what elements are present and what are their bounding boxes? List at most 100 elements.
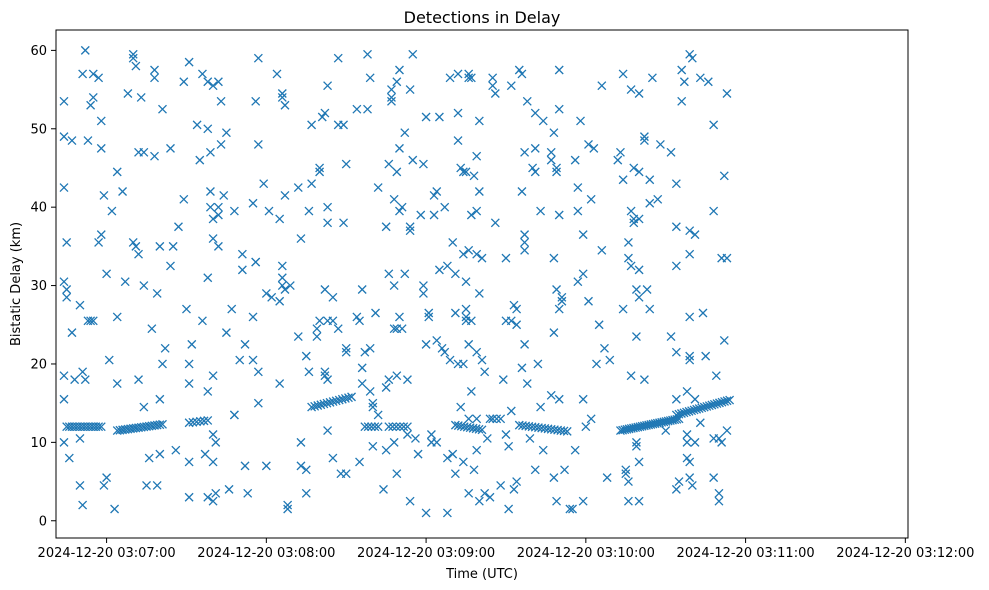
scatter-marker xyxy=(573,277,583,287)
scatter-marker xyxy=(682,386,692,396)
scatter-marker xyxy=(472,151,482,161)
scatter-marker xyxy=(174,222,183,232)
scatter-marker xyxy=(456,163,466,173)
scatter-marker xyxy=(634,89,644,98)
scatter-marker xyxy=(464,339,474,349)
scatter-marker xyxy=(634,265,644,275)
scatter-marker xyxy=(501,430,511,439)
scatter-marker xyxy=(674,477,684,487)
scatter-marker xyxy=(722,253,732,263)
scatter-marker xyxy=(205,147,215,157)
scatter-marker xyxy=(442,508,452,518)
scatter-marker xyxy=(96,116,106,126)
scatter-marker xyxy=(512,320,522,330)
scatter-marker xyxy=(243,488,253,498)
scatter-marker xyxy=(158,104,167,114)
scatter-marker xyxy=(496,414,506,424)
y-axis: 0 10 20 30 40 50 60 xyxy=(30,44,56,529)
scatter-marker xyxy=(301,488,311,498)
scatter-marker xyxy=(711,371,721,381)
scatter-marker xyxy=(631,285,641,294)
scatter-marker xyxy=(213,210,223,220)
scatter-marker xyxy=(408,49,418,59)
scatter-marker xyxy=(136,92,146,102)
scatter-marker xyxy=(293,332,303,341)
scatter-marker xyxy=(320,108,330,118)
scatter-marker xyxy=(355,457,364,467)
scatter-marker xyxy=(496,481,506,490)
scatter-marker xyxy=(264,206,274,216)
scatter-marker xyxy=(450,469,460,479)
scatter-marker xyxy=(131,61,141,71)
scatter-marker xyxy=(504,441,514,451)
scatter-marker xyxy=(698,308,708,318)
scatter-marker xyxy=(134,249,143,259)
scatter-marker xyxy=(432,437,442,447)
scatter-marker xyxy=(605,355,615,365)
scatter-marker xyxy=(261,288,271,298)
plot-frame xyxy=(55,29,909,539)
scatter-marker xyxy=(725,395,735,405)
scatter-marker xyxy=(99,481,109,490)
scatter-marker xyxy=(211,488,221,498)
scatter-marker xyxy=(96,230,106,240)
scatter-marker xyxy=(631,441,641,451)
scatter-marker xyxy=(293,183,303,193)
scatter-marker xyxy=(203,415,213,425)
scatter-marker xyxy=(722,396,732,406)
scatter-marker xyxy=(618,304,628,314)
scatter-marker xyxy=(94,73,104,83)
scatter-marker xyxy=(626,371,636,381)
scatter-marker xyxy=(384,422,394,432)
scatter-marker xyxy=(674,409,684,419)
scatter-marker xyxy=(671,179,681,189)
scatter-marker xyxy=(229,410,239,420)
scatter-marker xyxy=(179,194,189,204)
scatter-marker xyxy=(203,77,213,87)
scatter-marker xyxy=(461,312,471,322)
scatter-marker xyxy=(320,285,330,294)
scatter-marker xyxy=(552,285,562,294)
scatter-marker xyxy=(512,477,522,487)
scatter-marker xyxy=(235,355,245,365)
scatter-marker xyxy=(655,139,665,149)
scatter-marker xyxy=(464,73,474,83)
scatter-marker xyxy=(533,359,543,369)
scatter-marker xyxy=(602,473,612,483)
scatter-marker xyxy=(200,449,210,459)
scatter-marker xyxy=(586,414,596,424)
scatter-marker xyxy=(472,414,482,424)
scatter-marker xyxy=(131,241,141,251)
scatter-marker xyxy=(283,500,293,510)
scatter-marker xyxy=(685,473,695,483)
scatter-marker xyxy=(301,351,311,361)
scatter-marker xyxy=(689,405,699,415)
scatter-marker xyxy=(490,89,500,98)
scatter-marker xyxy=(592,359,601,369)
scatter-marker xyxy=(661,426,671,436)
scatter-marker xyxy=(506,406,516,416)
scatter-marker xyxy=(405,222,415,232)
scatter-marker xyxy=(363,104,372,114)
scatter-marker xyxy=(488,73,498,83)
scatter-marker xyxy=(224,484,234,494)
scatter-marker xyxy=(139,281,149,291)
scatter-marker xyxy=(381,383,391,392)
scatter-marker xyxy=(485,414,495,424)
scatter-marker xyxy=(323,375,333,385)
scatter-marker xyxy=(368,398,378,408)
scatter-marker xyxy=(440,202,450,212)
scatter-marker xyxy=(634,214,644,224)
scatter-marker xyxy=(248,312,258,322)
scatter-marker xyxy=(597,245,607,255)
scatter-marker xyxy=(296,461,306,471)
scatter-marker xyxy=(139,147,149,157)
scatter-marker xyxy=(379,484,388,494)
y-axis-title: Bistatic Delay (km) xyxy=(9,222,24,346)
scatter-marker xyxy=(546,155,556,165)
scatter-marker xyxy=(285,281,295,291)
scatter-marker xyxy=(94,237,104,247)
scatter-marker xyxy=(429,210,439,220)
scatter-marker xyxy=(208,496,218,506)
scatter-marker xyxy=(144,453,154,463)
